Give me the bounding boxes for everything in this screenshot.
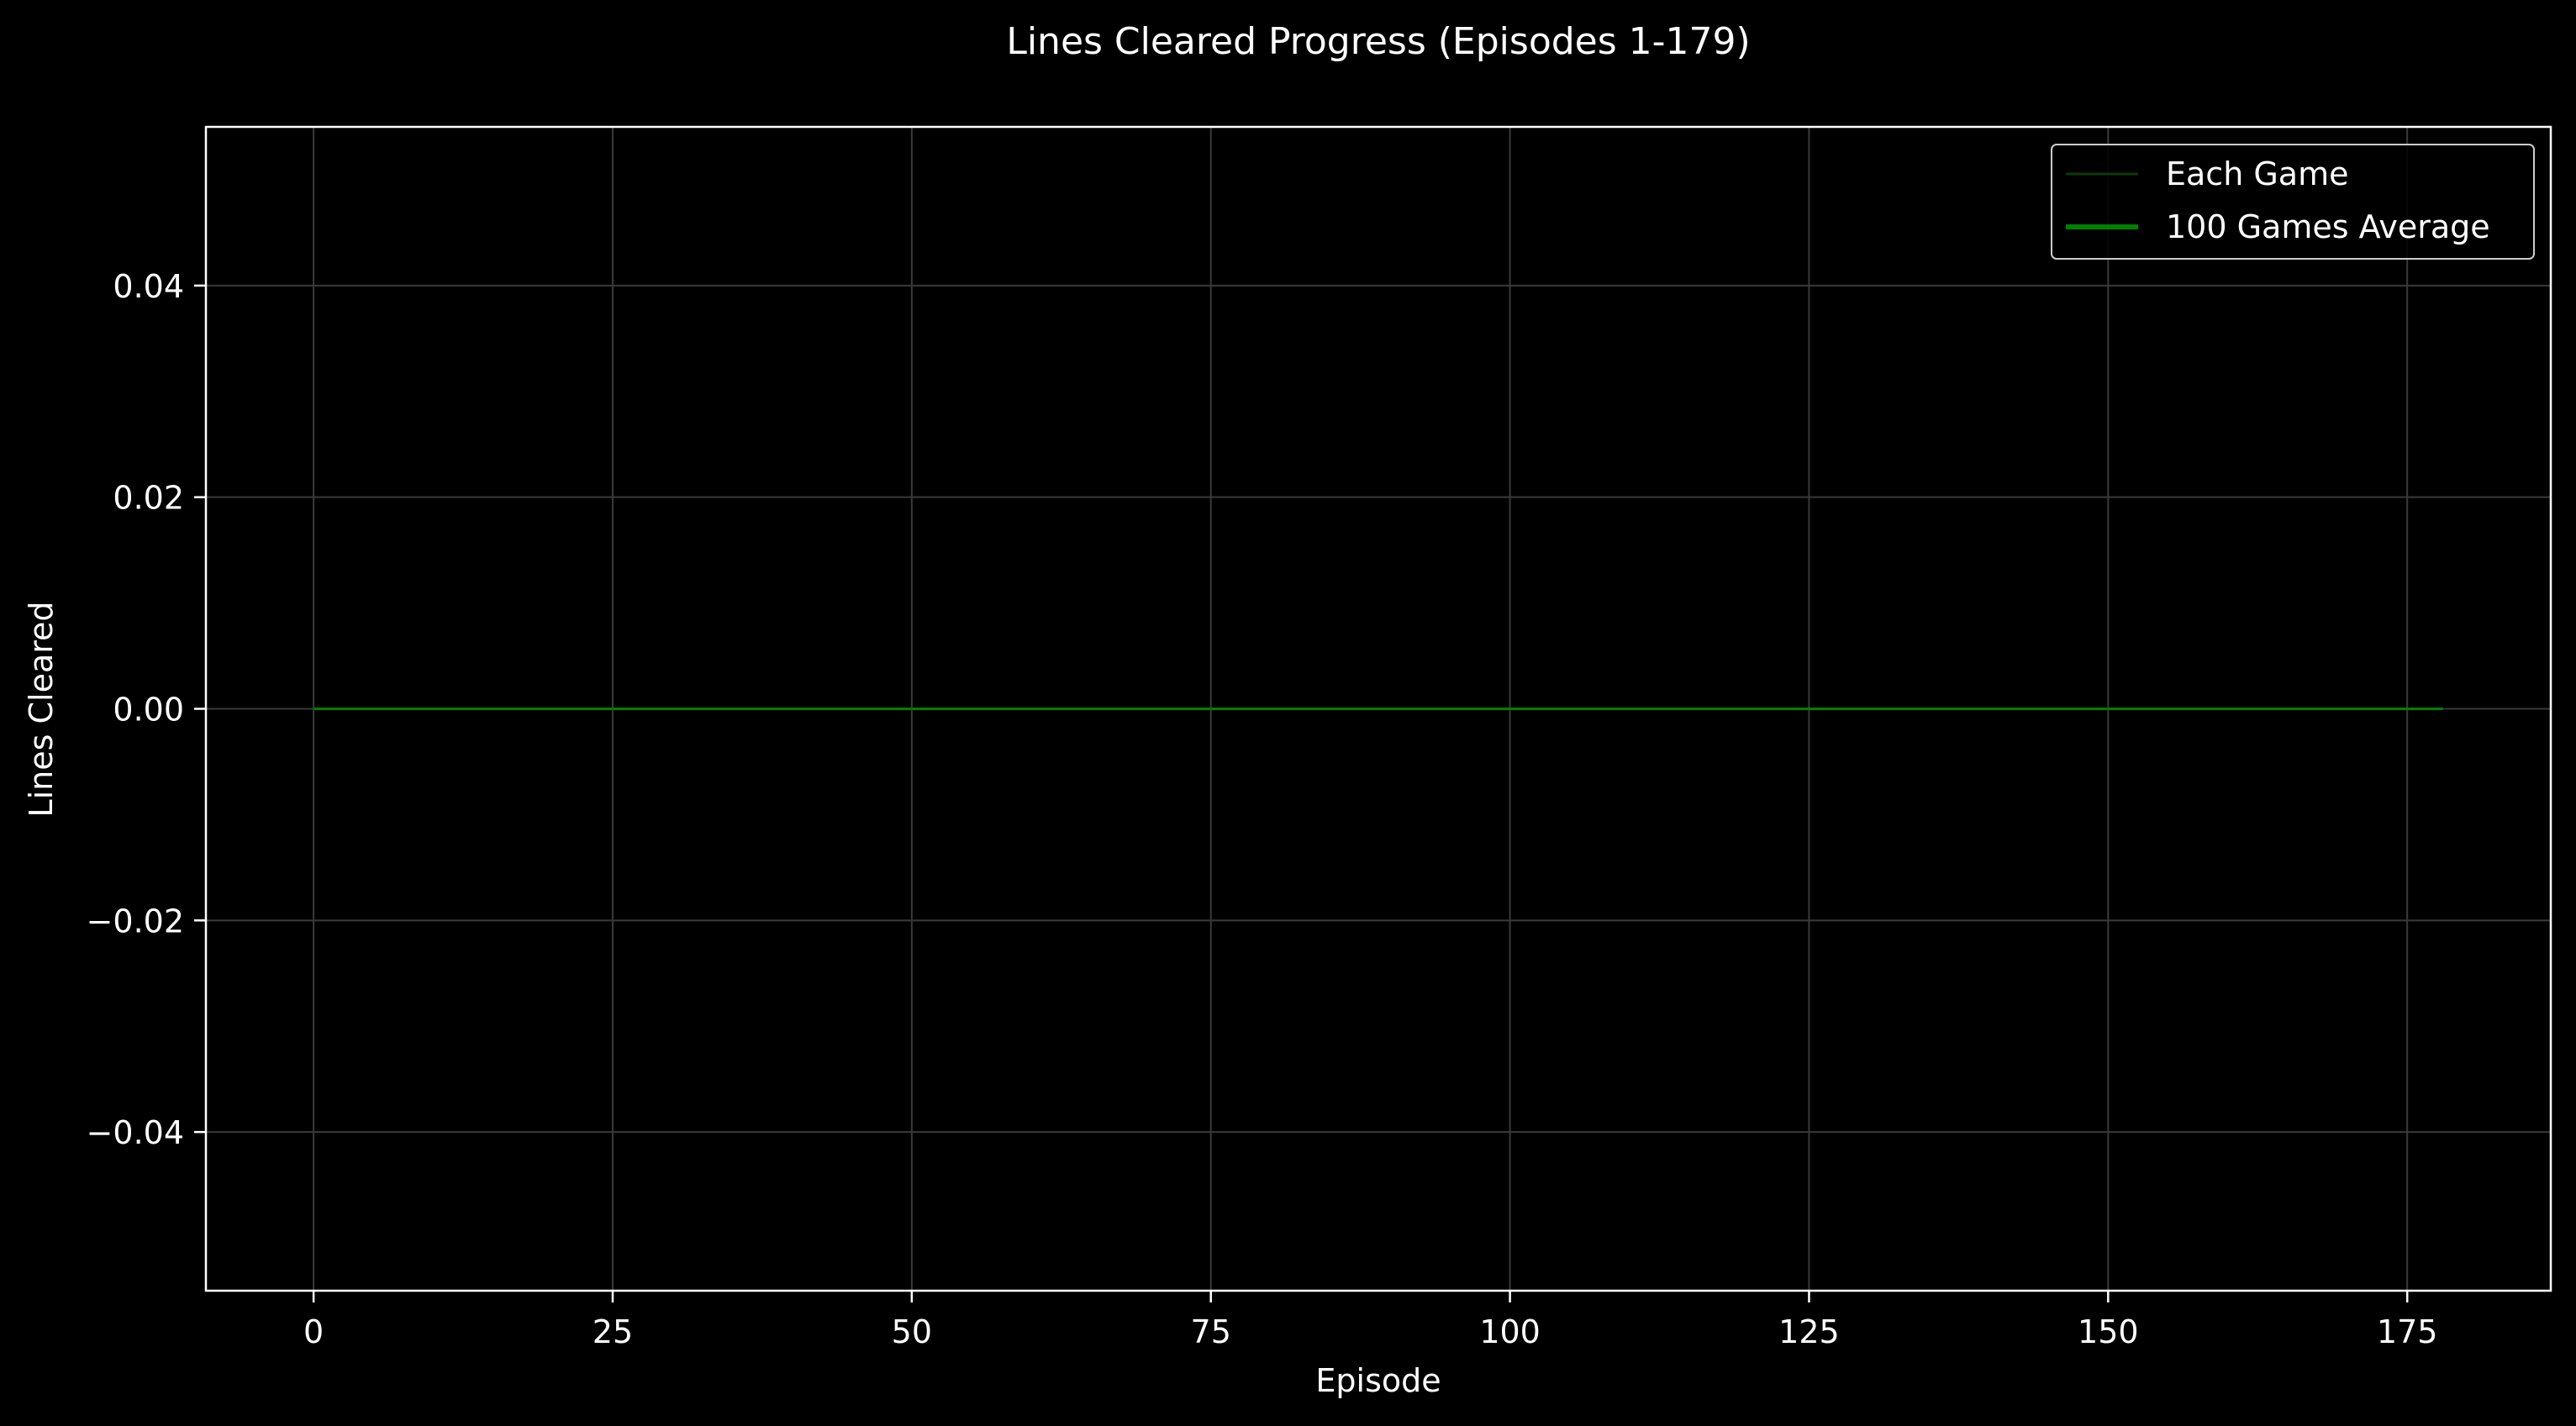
x-tick-label: 100 (1479, 1313, 1541, 1350)
legend-label-100-games-average: 100 Games Average (2166, 208, 2490, 245)
y-tick-label: −0.02 (87, 902, 184, 939)
x-axis-ticks: 0 25 50 75 100 125 150 175 (303, 1291, 2437, 1350)
chart-title: Lines Cleared Progress (Episodes 1-179) (1006, 20, 1750, 63)
x-tick-label: 50 (892, 1313, 932, 1350)
x-tick-label: 150 (2078, 1313, 2139, 1350)
x-tick-label: 175 (2377, 1313, 2438, 1350)
x-tick-label: 125 (1778, 1313, 1840, 1350)
y-axis-ticks: 0.04 0.02 0.00 −0.02 −0.04 (87, 268, 206, 1151)
y-tick-label: 0.02 (113, 480, 184, 517)
legend: Each Game 100 Games Average (2051, 144, 2535, 260)
y-tick-label: 0.04 (113, 268, 184, 305)
y-tick-label: −0.04 (87, 1114, 184, 1151)
x-tick-label: 0 (303, 1313, 324, 1350)
y-axis-label: Lines Cleared (23, 601, 60, 817)
legend-box (2051, 144, 2535, 260)
x-tick-label: 25 (593, 1313, 633, 1350)
y-tick-label: 0.00 (113, 692, 184, 729)
x-tick-label: 75 (1191, 1313, 1231, 1350)
legend-label-each-game: Each Game (2166, 155, 2348, 192)
x-axis-label: Episode (1315, 1362, 1441, 1399)
